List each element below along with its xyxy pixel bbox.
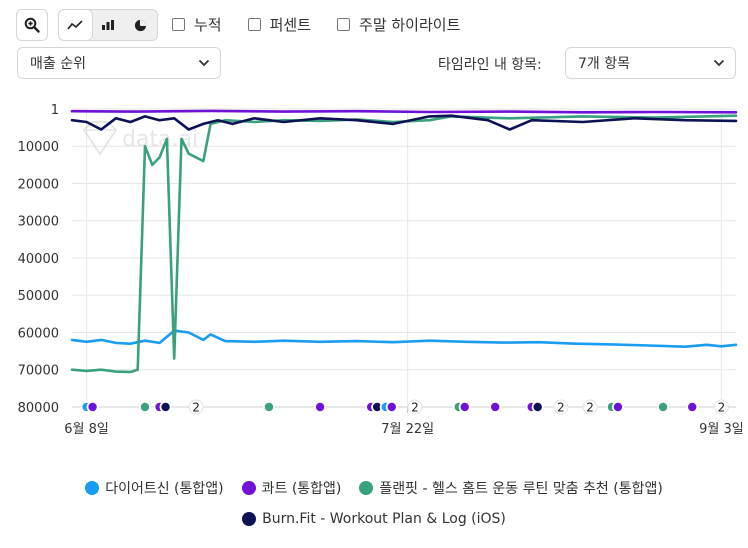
event-marker[interactable] bbox=[372, 402, 382, 412]
event-marker[interactable] bbox=[460, 402, 469, 412]
event-marker[interactable] bbox=[688, 402, 697, 412]
event-marker[interactable] bbox=[161, 402, 170, 412]
checkbox-box[interactable] bbox=[247, 18, 261, 31]
y-tick-label: 50000 bbox=[18, 289, 59, 304]
legend-label: Burn.Fit - Workout Plan & Log (iOS) bbox=[262, 511, 506, 527]
legend-item[interactable]: 플랜핏 - 헬스 홈트 운동 루틴 맞춤 추천 (통합앱) bbox=[359, 478, 663, 498]
series-line-2[interactable] bbox=[70, 114, 738, 374]
event-count-marker[interactable] bbox=[407, 399, 423, 415]
event-marker[interactable] bbox=[387, 402, 396, 412]
event-marker[interactable] bbox=[613, 402, 623, 412]
event-count-label: 2 bbox=[586, 401, 594, 415]
series bbox=[70, 109, 738, 374]
y-tick-label: 40000 bbox=[18, 252, 59, 267]
legend-dot bbox=[241, 481, 256, 495]
x-tick-label: 9월 3일 bbox=[699, 422, 744, 437]
legend-label: 플랜핏 - 헬스 홈트 운동 루틴 맞춤 추천 (통합앱) bbox=[379, 481, 663, 497]
chevron-down-icon bbox=[198, 59, 210, 67]
event-markers: 2 2 2 2 2 bbox=[80, 399, 729, 415]
y-tick-label: 80000 bbox=[18, 401, 59, 416]
bar-chart-button[interactable] bbox=[92, 10, 125, 40]
series-line-3[interactable] bbox=[70, 114, 738, 131]
cumulative-checkbox[interactable]: 누적 bbox=[172, 14, 222, 35]
pie-chart-button[interactable] bbox=[124, 10, 157, 40]
series-line-0[interactable] bbox=[70, 329, 738, 349]
line-chart-button[interactable] bbox=[59, 10, 92, 40]
legend-row-1: 다이어트신 (통합앱) 콰트 (통합앱) 플랜핏 - 헬스 홈트 운동 루틴 맞… bbox=[0, 478, 748, 498]
legend-dot bbox=[359, 481, 374, 495]
legend-row-2: Burn.Fit - Workout Plan & Log (iOS) bbox=[0, 511, 748, 527]
event-marker[interactable] bbox=[533, 402, 542, 412]
y-tick-label: 20000 bbox=[18, 177, 59, 192]
series-line-1[interactable] bbox=[70, 109, 738, 114]
item-count-select[interactable]: 7개 항목 bbox=[565, 47, 736, 79]
chart-type-toggle bbox=[58, 9, 158, 41]
x-tick-label: 7월 22일 bbox=[381, 422, 434, 437]
weekend-highlight-checkbox[interactable]: 주말 하이라이트 bbox=[337, 14, 460, 35]
event-count-label: 2 bbox=[192, 401, 200, 415]
event-marker[interactable] bbox=[315, 402, 325, 412]
event-marker[interactable] bbox=[264, 402, 274, 412]
y-tick-label: 10000 bbox=[18, 140, 59, 155]
event-marker[interactable] bbox=[658, 402, 668, 412]
legend-item[interactable]: 다이어트신 (통합앱) bbox=[85, 478, 224, 498]
y-tick-label: 70000 bbox=[18, 364, 59, 379]
event-count-marker[interactable] bbox=[188, 399, 204, 415]
metric-select-value: 매출 순위 bbox=[30, 56, 86, 72]
event-marker[interactable] bbox=[491, 402, 500, 412]
diamond-logo-icon bbox=[82, 121, 118, 156]
checkbox-label: 주말 하이라이트 bbox=[359, 16, 461, 34]
event-marker[interactable] bbox=[88, 402, 97, 412]
checkbox-label: 퍼센트 bbox=[269, 16, 312, 34]
legend-dot bbox=[242, 512, 257, 526]
x-tick-label: 6월 8일 bbox=[64, 422, 109, 437]
metric-select[interactable]: 매출 순위 bbox=[17, 47, 221, 79]
y-tick-label: 30000 bbox=[18, 215, 59, 230]
y-tick-label: 60000 bbox=[18, 326, 59, 341]
event-count-label: 2 bbox=[557, 401, 565, 415]
legend-label: 다이어트신 (통합앱) bbox=[105, 481, 224, 497]
item-count-value: 7개 항목 bbox=[578, 56, 630, 72]
y-tick-label: 1 bbox=[51, 103, 59, 118]
axes: 1 10000 20000 30000 40000 50000 60000 70000 8000… bbox=[18, 103, 744, 437]
legend-item[interactable]: 콰트 (통합앱) bbox=[241, 478, 342, 498]
percent-checkbox[interactable]: 퍼센트 bbox=[247, 14, 312, 35]
item-count-label: 타임라인 내 항목: bbox=[438, 57, 542, 73]
event-marker[interactable] bbox=[140, 402, 150, 412]
event-count-marker[interactable] bbox=[553, 399, 569, 415]
chevron-down-icon bbox=[713, 59, 725, 67]
pie-chart-icon bbox=[135, 19, 147, 31]
legend-dot bbox=[85, 481, 100, 495]
checkbox-label: 누적 bbox=[194, 16, 222, 34]
option-checkboxes: 누적 퍼센트 주말 하이라이트 bbox=[172, 14, 460, 35]
event-count-label: 2 bbox=[718, 401, 726, 415]
zoom-button[interactable] bbox=[16, 9, 48, 41]
checkbox-box[interactable] bbox=[337, 18, 351, 31]
legend-label: 콰트 (통합앱) bbox=[261, 481, 342, 497]
line-chart-icon bbox=[67, 20, 83, 30]
event-count-marker[interactable] bbox=[582, 399, 598, 415]
checkbox-box[interactable] bbox=[172, 18, 185, 31]
event-count-marker[interactable] bbox=[713, 399, 729, 415]
bar-chart-icon bbox=[102, 20, 114, 30]
zoom-in-icon bbox=[24, 17, 40, 33]
legend-item[interactable]: Burn.Fit - Workout Plan & Log (iOS) bbox=[242, 511, 506, 527]
event-count-label: 2 bbox=[411, 401, 419, 415]
